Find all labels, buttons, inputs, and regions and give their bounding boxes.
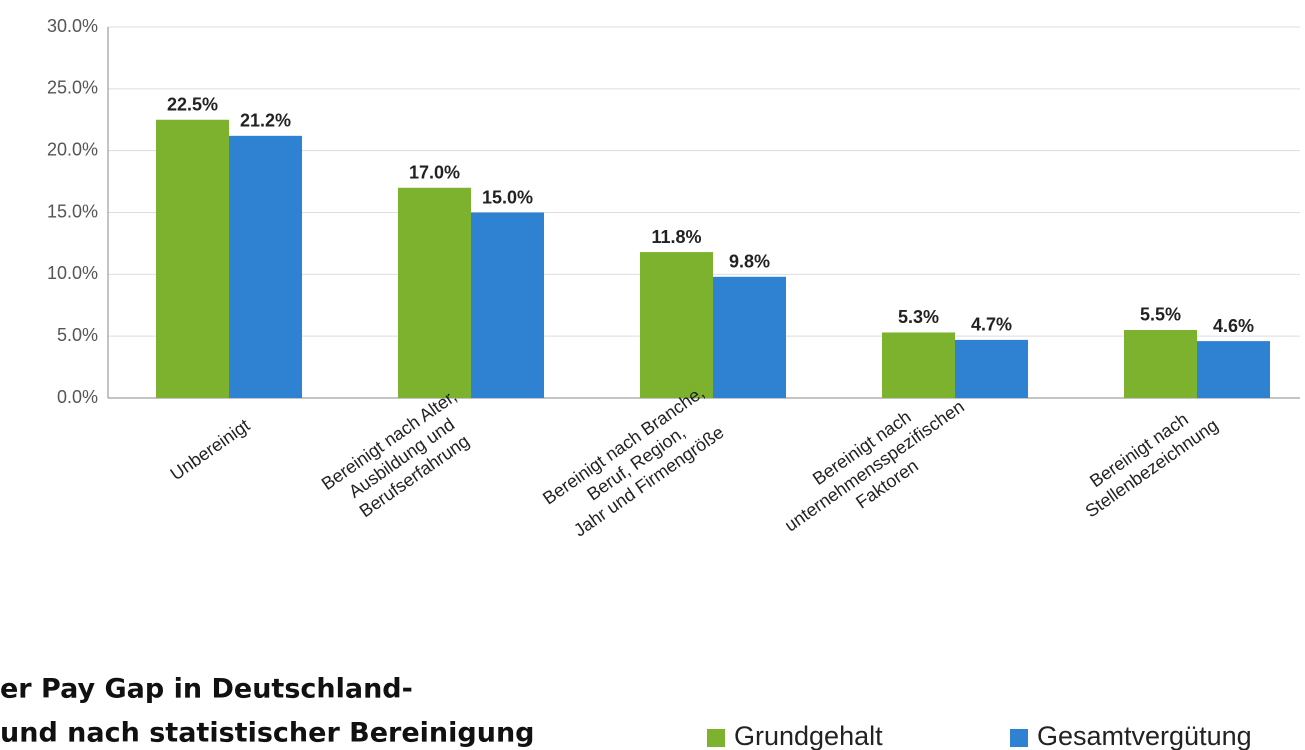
bar bbox=[1124, 329, 1197, 398]
value-label: 5.5% bbox=[1140, 305, 1181, 325]
x-tick-label: Unbereinigt bbox=[167, 415, 254, 484]
value-label: 4.6% bbox=[1213, 316, 1254, 336]
value-label: 5.3% bbox=[898, 307, 939, 327]
bar bbox=[882, 332, 955, 398]
y-tick-label: 5.0% bbox=[57, 325, 98, 345]
value-label: 15.0% bbox=[482, 187, 533, 207]
value-label: 9.8% bbox=[729, 252, 770, 272]
y-tick-label: 20.0% bbox=[47, 139, 98, 159]
y-tick-label: 10.0% bbox=[47, 263, 98, 283]
x-tick-label-group: Unbereinigt bbox=[167, 415, 254, 484]
bar bbox=[156, 119, 229, 398]
chart-title: und nach statistischer Bereinigung bbox=[0, 718, 535, 749]
value-label: 17.0% bbox=[409, 163, 460, 183]
x-tick-label-group: Bereinigt nachunternehmensspezifischenFa… bbox=[781, 396, 968, 535]
y-tick-label: 15.0% bbox=[47, 201, 98, 221]
bar bbox=[640, 252, 713, 398]
value-label: 4.7% bbox=[971, 315, 1012, 335]
legend-label: Grundgehalt bbox=[734, 721, 883, 750]
value-label: 11.8% bbox=[651, 227, 701, 247]
y-tick-label: 25.0% bbox=[47, 78, 98, 98]
y-tick-label: 0.0% bbox=[57, 387, 98, 407]
legend-swatch bbox=[707, 729, 725, 747]
chart-title: er Pay Gap in Deutschland- bbox=[0, 674, 413, 705]
value-label: 21.2% bbox=[240, 111, 291, 131]
legend-swatch bbox=[1010, 729, 1028, 747]
bar bbox=[398, 187, 471, 398]
bar bbox=[713, 276, 786, 398]
legend-label: Gesamtvergütung bbox=[1037, 721, 1252, 750]
x-tick-label-group: Bereinigt nach Branche,Beruf, Region,Jah… bbox=[539, 382, 727, 541]
y-tick-label: 30.0% bbox=[47, 16, 98, 36]
x-tick-label: unternehmensspezifischen bbox=[781, 396, 968, 535]
bar bbox=[955, 339, 1028, 398]
bar bbox=[1197, 341, 1270, 398]
bar bbox=[229, 135, 302, 398]
x-tick-label-group: Bereinigt nach Alter,Ausbildung undBeruf… bbox=[318, 386, 473, 521]
bar bbox=[471, 212, 544, 398]
value-label: 22.5% bbox=[167, 95, 218, 115]
